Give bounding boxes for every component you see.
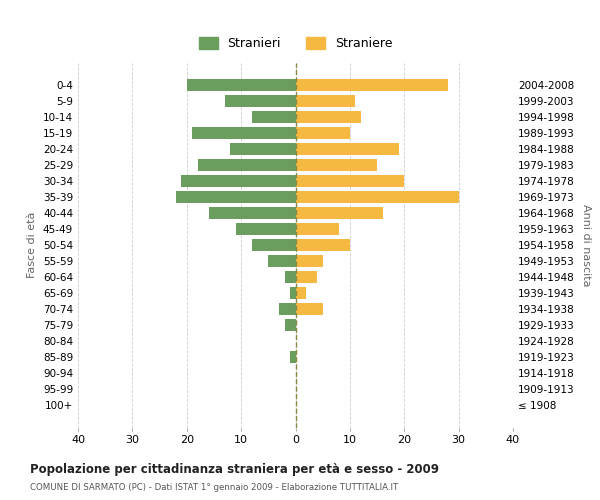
Y-axis label: Anni di nascita: Anni di nascita	[581, 204, 591, 286]
Bar	[230, 143, 296, 155]
Bar	[296, 159, 377, 171]
Bar	[236, 223, 296, 235]
Bar	[209, 207, 296, 219]
Bar	[296, 143, 399, 155]
Bar	[181, 175, 296, 187]
Bar	[296, 271, 317, 283]
Bar	[197, 159, 296, 171]
Bar	[296, 303, 323, 315]
Text: Popolazione per cittadinanza straniera per età e sesso - 2009: Popolazione per cittadinanza straniera p…	[30, 462, 439, 475]
Bar	[296, 95, 355, 107]
Bar	[296, 127, 350, 139]
Bar	[284, 319, 296, 331]
Bar	[187, 79, 296, 91]
Legend: Stranieri, Straniere: Stranieri, Straniere	[194, 32, 397, 55]
Bar	[296, 111, 361, 123]
Bar	[296, 287, 307, 299]
Bar	[284, 271, 296, 283]
Bar	[279, 303, 296, 315]
Bar	[296, 239, 350, 251]
Bar	[296, 191, 458, 203]
Bar	[296, 79, 448, 91]
Bar	[296, 175, 404, 187]
Text: COMUNE DI SARMATO (PC) - Dati ISTAT 1° gennaio 2009 - Elaborazione TUTTITALIA.IT: COMUNE DI SARMATO (PC) - Dati ISTAT 1° g…	[30, 484, 398, 492]
Bar	[268, 255, 296, 267]
Bar	[252, 111, 296, 123]
Bar	[296, 223, 339, 235]
Bar	[296, 255, 323, 267]
Bar	[252, 239, 296, 251]
Y-axis label: Fasce di età: Fasce di età	[28, 212, 37, 278]
Bar	[225, 95, 296, 107]
Bar	[290, 351, 296, 363]
Bar	[176, 191, 296, 203]
Bar	[296, 207, 383, 219]
Bar	[290, 287, 296, 299]
Bar	[192, 127, 296, 139]
